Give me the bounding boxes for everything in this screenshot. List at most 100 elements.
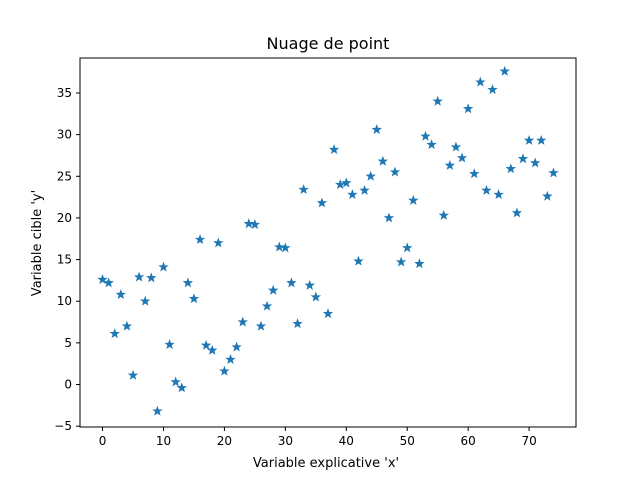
plot-frame	[79, 57, 577, 428]
data-point	[219, 365, 230, 376]
data-point	[450, 141, 462, 152]
data-point	[377, 155, 389, 166]
data-point	[523, 134, 535, 145]
data-point	[274, 241, 285, 252]
y-tick-label: −5	[54, 419, 72, 433]
data-point	[152, 405, 163, 416]
data-point	[359, 184, 370, 195]
data-point	[249, 219, 261, 230]
data-point	[213, 237, 224, 248]
y-tick-label: 35	[57, 86, 72, 100]
y-tick-label: 25	[57, 169, 72, 183]
data-point	[341, 177, 352, 188]
data-point	[542, 190, 553, 201]
data-point	[371, 124, 382, 135]
data-point	[481, 184, 492, 195]
data-point	[200, 339, 212, 350]
data-point	[517, 153, 529, 164]
x-tick-label: 40	[339, 434, 354, 448]
data-point	[188, 293, 200, 304]
data-point	[109, 328, 120, 339]
data-point	[316, 197, 328, 208]
x-axis: 0 10 20 30 40 50 60 70	[99, 427, 537, 448]
data-point	[426, 139, 437, 150]
data-point	[395, 256, 407, 267]
y-tick-label: 5	[64, 336, 72, 350]
data-point	[261, 300, 273, 311]
data-point	[475, 76, 486, 87]
data-point	[469, 168, 480, 179]
data-point	[548, 167, 559, 178]
data-point	[176, 382, 187, 393]
data-point	[529, 157, 541, 168]
data-point	[103, 277, 114, 288]
data-point	[462, 103, 474, 114]
data-point	[225, 354, 236, 364]
y-tick-label: 15	[57, 253, 72, 267]
data-point	[280, 242, 291, 253]
data-point	[499, 65, 510, 76]
data-point	[389, 166, 401, 177]
data-point	[353, 255, 364, 266]
data-point	[444, 159, 456, 170]
data-point	[347, 189, 358, 200]
data-point	[408, 194, 419, 205]
x-tick-label: 70	[521, 434, 536, 448]
data-point	[505, 163, 517, 174]
data-point	[456, 152, 468, 163]
x-tick-label: 20	[217, 434, 232, 448]
data-point	[328, 144, 340, 155]
data-point	[432, 95, 443, 106]
x-tick-label: 30	[278, 434, 293, 448]
data-point	[438, 209, 449, 220]
data-point	[511, 207, 523, 218]
data-point	[194, 234, 206, 245]
data-point	[121, 320, 133, 331]
data-point	[139, 295, 151, 306]
data-point	[243, 218, 254, 229]
data-point	[182, 277, 194, 288]
data-point	[414, 258, 425, 269]
x-tick-label: 0	[99, 434, 107, 448]
y-tick-label: 10	[57, 294, 72, 308]
data-point	[322, 308, 334, 319]
data-point	[304, 279, 315, 290]
data-point	[334, 179, 346, 190]
y-axis-label: Variable cible 'y'	[30, 190, 45, 296]
data-point	[402, 242, 413, 253]
data-point	[365, 170, 376, 181]
y-tick-label: 30	[57, 128, 72, 142]
chart-title: Nuage de point	[267, 34, 390, 53]
data-point	[286, 277, 297, 288]
data-point	[164, 339, 175, 349]
x-axis-label: Variable explicative 'x'	[253, 456, 399, 471]
y-tick-label: 0	[64, 378, 72, 392]
data-point	[298, 184, 309, 195]
data-point	[146, 272, 157, 283]
data-point	[133, 271, 145, 282]
data-point	[231, 341, 242, 352]
data-point	[536, 134, 547, 145]
data-point	[115, 289, 127, 299]
x-tick-label: 50	[400, 434, 415, 448]
data-point	[487, 84, 498, 95]
data-point	[383, 212, 395, 223]
plot-area	[97, 65, 559, 416]
data-point	[255, 320, 267, 331]
data-point	[420, 130, 431, 141]
x-tick-label: 60	[461, 434, 476, 448]
y-axis: −5 0 5 10 15 20 25 30 35	[54, 86, 80, 433]
data-point	[97, 274, 108, 284]
data-point	[170, 376, 181, 387]
data-point	[127, 369, 139, 380]
data-point	[237, 316, 248, 327]
x-tick-label: 10	[156, 434, 171, 448]
data-point	[310, 291, 322, 302]
data-point	[493, 189, 504, 200]
y-tick-label: 20	[57, 211, 72, 225]
data-point	[207, 344, 218, 355]
data-point	[158, 261, 169, 272]
data-point	[267, 284, 279, 295]
